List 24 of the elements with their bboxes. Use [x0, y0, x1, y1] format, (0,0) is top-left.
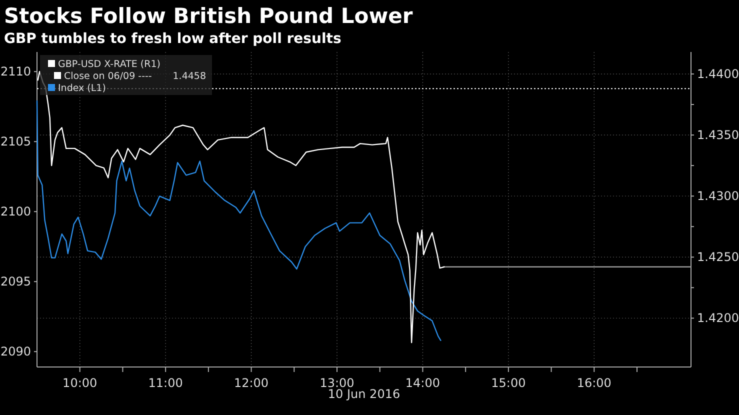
y-tick-label: 2090	[0, 344, 31, 358]
x-tick-label: 16:00	[576, 376, 612, 390]
x-tick-label: 15:00	[491, 376, 526, 390]
x-tick-label: 13:00	[320, 376, 354, 390]
annotation: 1.4458	[172, 71, 206, 82]
y2-tick-label: 1.4200	[697, 311, 739, 326]
legend-label: Index (L1)	[58, 83, 106, 94]
legend-label: GBP-USD X-RATE (R1)	[58, 59, 160, 70]
x-axis-title: 10 Jun 2016	[328, 387, 400, 401]
chart-subtitle: GBP tumbles to fresh low after poll results	[4, 31, 342, 47]
legend-label: Close on 06/09 ----	[64, 71, 152, 82]
x-tick-label: 10:00	[62, 376, 98, 390]
y-tick-label: 2110	[0, 64, 31, 78]
y2-tick-label: 1.4250	[697, 250, 739, 264]
x-tick-label: 14:00	[405, 376, 440, 390]
x-tick-label: 11:00	[148, 376, 183, 390]
y2-tick-label: 1.4300	[697, 188, 739, 203]
chart-title: Stocks Follow British Pound Lower	[4, 4, 414, 28]
y-tick-label: 2095	[0, 274, 31, 288]
y2-tick-label: 1.4400	[697, 66, 739, 81]
y2-tick-label: 1.4350	[697, 128, 739, 142]
y-tick-label: 2105	[0, 134, 31, 148]
x-tick-label: 12:00	[234, 376, 269, 390]
y-tick-label: 2100	[0, 204, 31, 218]
